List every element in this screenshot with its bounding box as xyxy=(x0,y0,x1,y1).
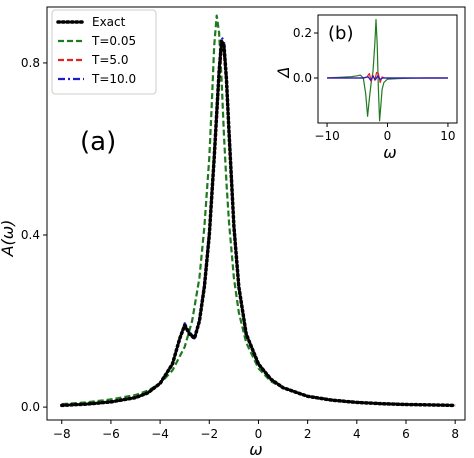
legend-entry-label: Exact xyxy=(92,15,126,29)
main-y-axis-label: A(ω) xyxy=(0,220,17,258)
inset-x-tick-label: −10 xyxy=(314,129,339,143)
inset-plot: −10 0 10 0.0 0.2 (b) ω Δ xyxy=(274,14,458,162)
main-x-tick-label: −8 xyxy=(53,427,71,441)
main-x-tick-label: 6 xyxy=(402,427,410,441)
main-x-tick-label: −6 xyxy=(102,427,120,441)
main-x-axis: −8 −6 −4 −2 0 2 4 6 8 xyxy=(53,420,459,441)
inset-y-tick-label: 0.0 xyxy=(293,71,312,85)
inset-y-tick-label: 0.2 xyxy=(293,26,312,40)
main-y-tick-label: 0.4 xyxy=(21,228,40,242)
main-x-tick-label: −4 xyxy=(151,427,169,441)
inset-x-axis-label: ω xyxy=(383,143,396,162)
legend: Exact T=0.05 T=5.0 T=10.0 xyxy=(51,9,157,95)
main-panel-label: (a) xyxy=(80,127,116,157)
main-x-tick-label: −2 xyxy=(200,427,218,441)
main-x-tick-label: 4 xyxy=(353,427,361,441)
inset-plot-frame xyxy=(317,14,458,124)
main-y-axis: 0.0 0.4 0.8 xyxy=(21,56,47,414)
main-series-group xyxy=(60,14,457,408)
inset-panel-label: (b) xyxy=(328,23,353,44)
legend-frame xyxy=(51,9,157,95)
main-y-tick-label: 0.0 xyxy=(21,400,40,414)
main-y-tick-label: 0.8 xyxy=(21,56,40,70)
inset-x-tick-label: 10 xyxy=(440,129,455,143)
legend-entry-label: T=10.0 xyxy=(91,72,136,86)
main-x-axis-label: ω xyxy=(249,440,262,458)
inset-x-tick-label: 0 xyxy=(384,129,392,143)
inset-series-group xyxy=(327,18,448,122)
main-x-tick-label: 2 xyxy=(304,427,312,441)
main-x-tick-label: 0 xyxy=(255,427,263,441)
main-series-line-exact xyxy=(60,39,457,408)
inset-x-axis: −10 0 10 xyxy=(314,123,456,143)
legend-entry-label: T=0.05 xyxy=(91,34,136,48)
inset-series-line xyxy=(327,75,448,81)
legend-entry-label: T=5.0 xyxy=(91,53,128,67)
inset-y-axis-label: Δ xyxy=(274,67,293,80)
main-x-tick-label: 8 xyxy=(451,427,459,441)
inset-y-axis: 0.0 0.2 xyxy=(293,26,318,85)
